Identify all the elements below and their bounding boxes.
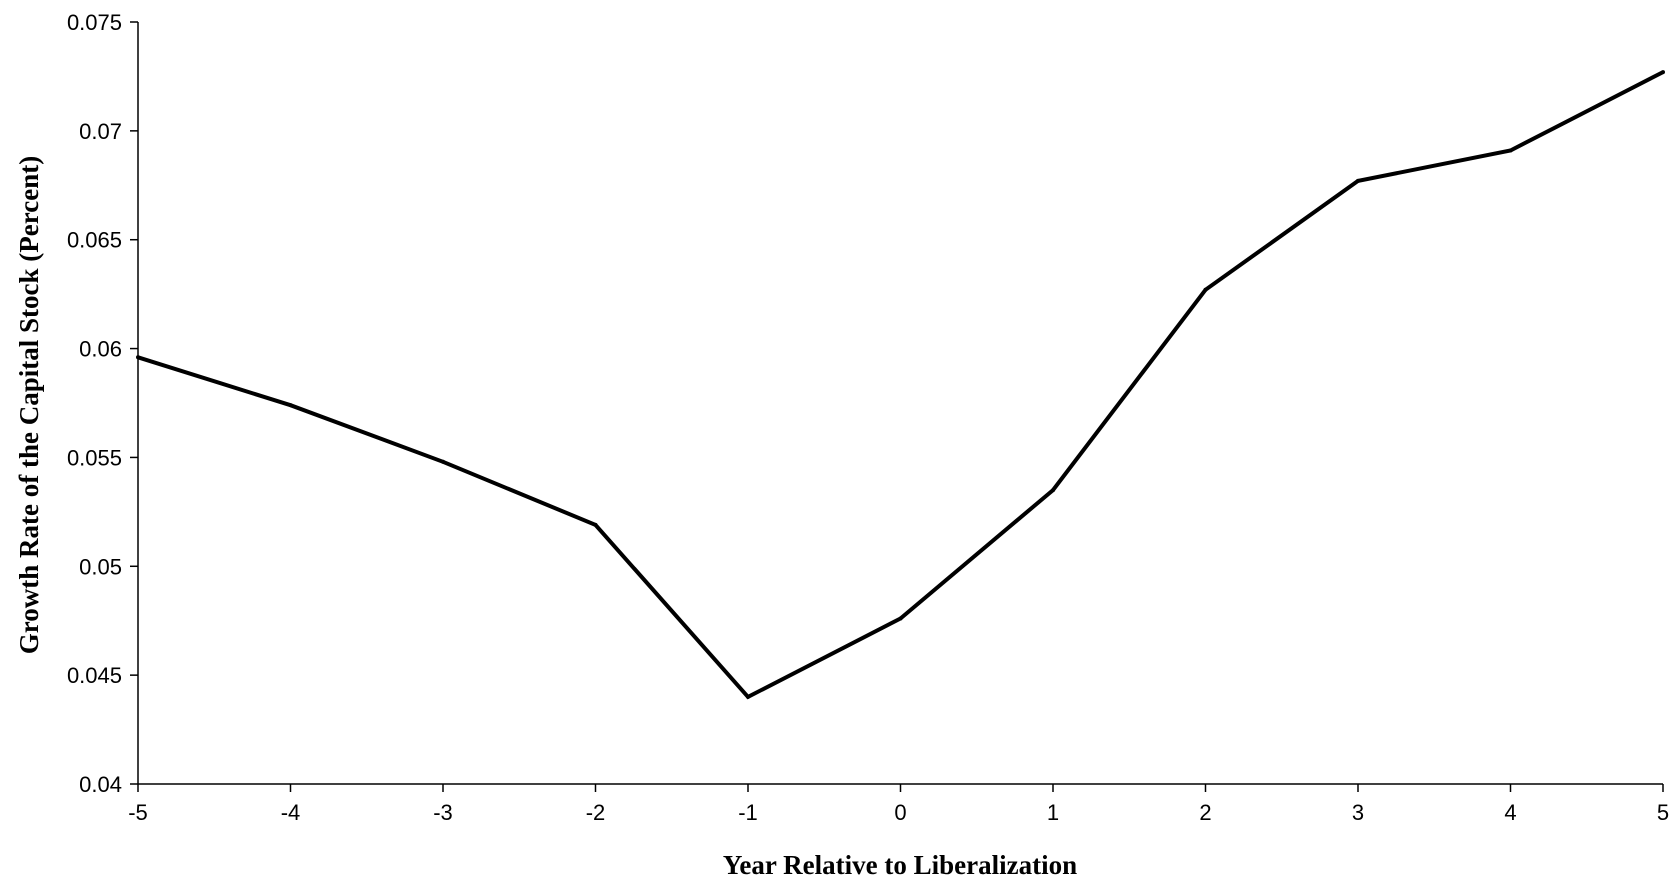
x-tick-label: 1 [1047,800,1059,825]
data-point [1203,287,1208,292]
y-tick-label: 0.055 [67,445,122,470]
data-point [1356,178,1360,183]
x-tick-label: -3 [433,800,453,825]
x-tick-label: -4 [281,800,301,825]
x-tick-label: -5 [128,800,148,825]
data-point [136,355,140,360]
y-tick-label: 0.045 [67,663,122,688]
x-tick-label: -1 [738,800,758,825]
data-point [288,403,293,408]
data-point [1051,488,1055,493]
plot-area: 0.04 0.045 0.05 0.055 0.06 0.065 0.07 0.075 -5 -4… [67,10,1669,825]
series-line [137,70,1664,700]
data-point [898,616,903,621]
x-tick-label: -2 [586,800,606,825]
y-tick-label: 0.065 [67,228,122,253]
y-tick-label: 0.06 [79,337,122,362]
y-tick-label: 0.04 [79,772,122,797]
x-axis-title: Year Relative to Liberalization [723,850,1077,880]
y-tick-label: 0.05 [79,554,122,579]
x-tick-label: 5 [1657,800,1669,825]
y-tick-label: 0.075 [67,10,122,35]
x-tick-label: 0 [894,800,906,825]
x-tick-label: 2 [1199,800,1211,825]
y-axis-title: Growth Rate of the Capital Stock (Percen… [14,156,44,654]
data-point [1661,70,1665,75]
y-tick-label: 0.07 [79,119,122,144]
x-tick-label: 3 [1352,800,1364,825]
data-point [1508,148,1513,153]
x-tick-label: 4 [1504,800,1516,825]
data-point [441,459,445,464]
data-point [746,694,750,699]
data-point [593,522,598,527]
